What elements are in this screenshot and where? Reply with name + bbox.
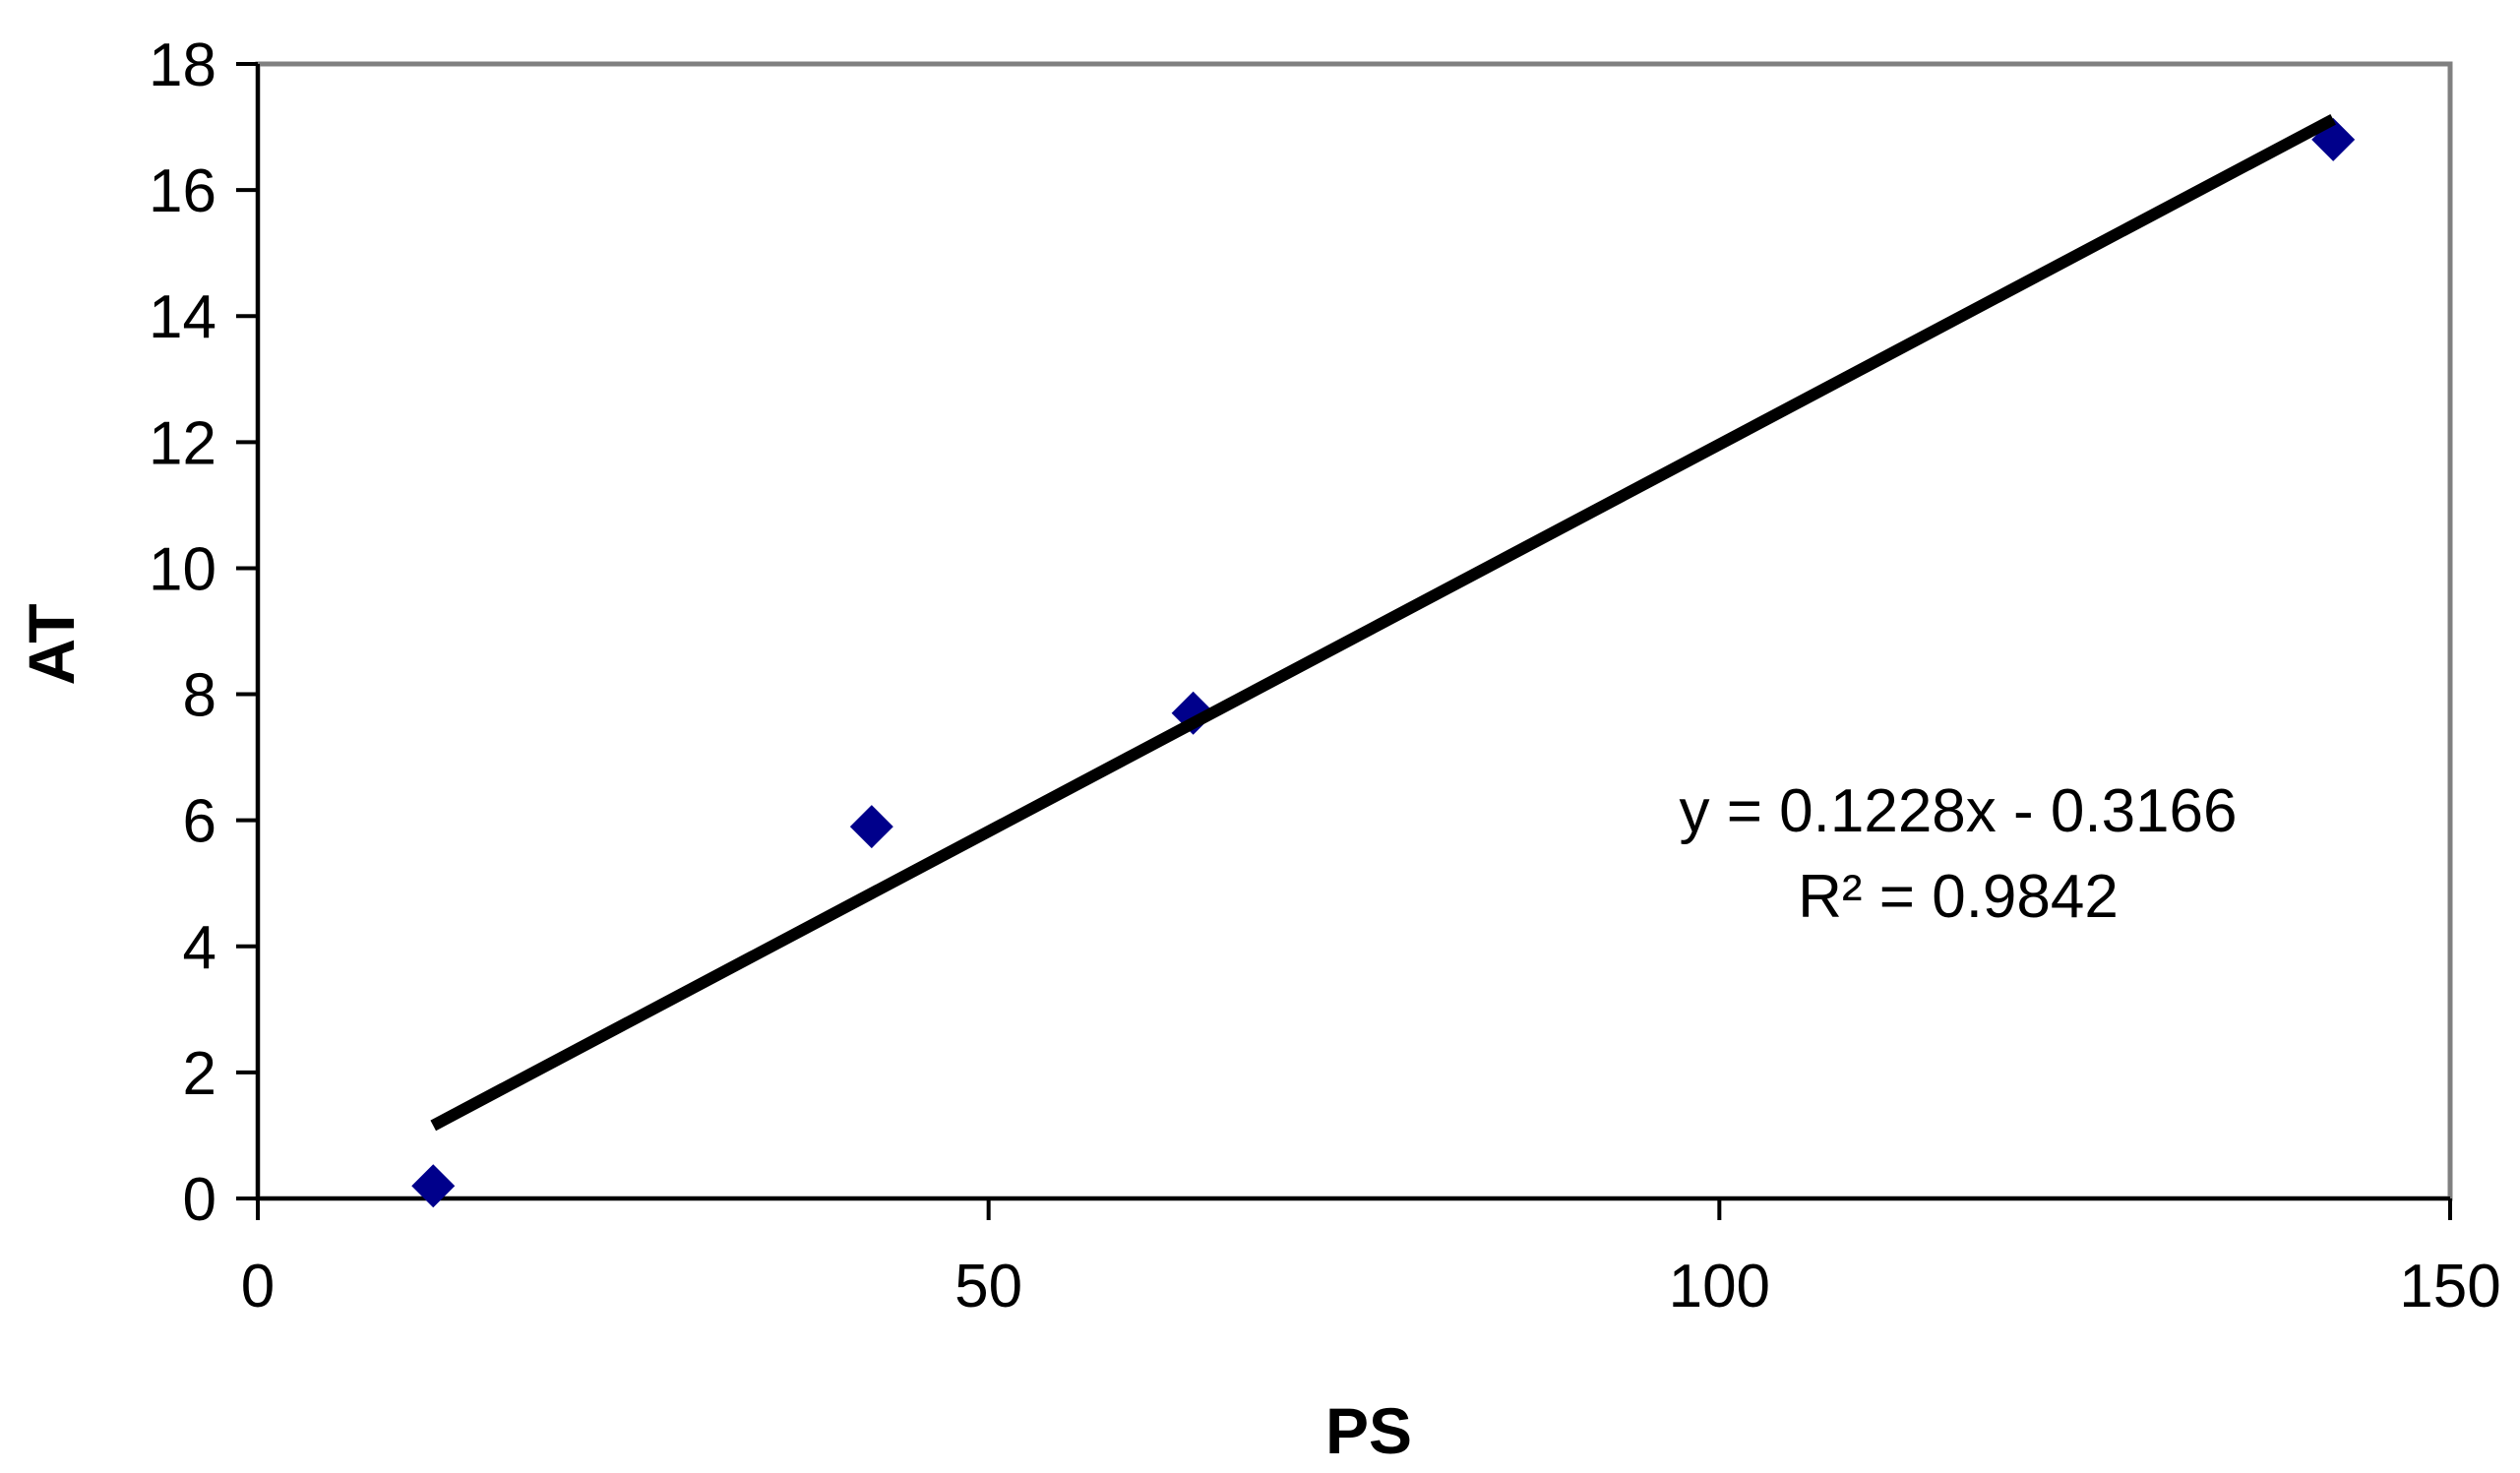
data-point-diamond <box>849 805 893 849</box>
y-axis-title: AT <box>15 603 88 685</box>
trendline-equation: y = 0.1228x - 0.3166 <box>1679 777 2237 845</box>
y-tick-label: 14 <box>149 283 216 351</box>
y-tick-label: 16 <box>149 157 216 225</box>
r-squared-label: R² = 0.9842 <box>1798 863 2119 931</box>
y-tick-label: 2 <box>183 1040 216 1108</box>
y-tick-label: 4 <box>183 914 216 982</box>
data-point-diamond <box>411 1164 456 1208</box>
y-tick-label: 6 <box>183 788 216 856</box>
x-tick-label: 50 <box>954 1253 1022 1320</box>
y-tick-label: 12 <box>149 409 216 477</box>
y-tick-label: 18 <box>149 31 216 99</box>
y-tick-label: 10 <box>149 535 216 603</box>
x-tick-label: 100 <box>1669 1253 1770 1320</box>
x-tick-label: 150 <box>2399 1253 2500 1320</box>
trendline <box>430 114 2336 1132</box>
x-axis-title: PS <box>1325 1394 1412 1467</box>
x-tick-label: 0 <box>241 1253 275 1320</box>
y-axis-ticks: 0 2 4 6 8 10 12 14 16 18 <box>149 31 258 1234</box>
y-tick-label: 0 <box>183 1166 216 1234</box>
x-axis-ticks: 0 50 100 150 <box>241 1198 2501 1320</box>
y-tick-label: 8 <box>183 662 216 730</box>
